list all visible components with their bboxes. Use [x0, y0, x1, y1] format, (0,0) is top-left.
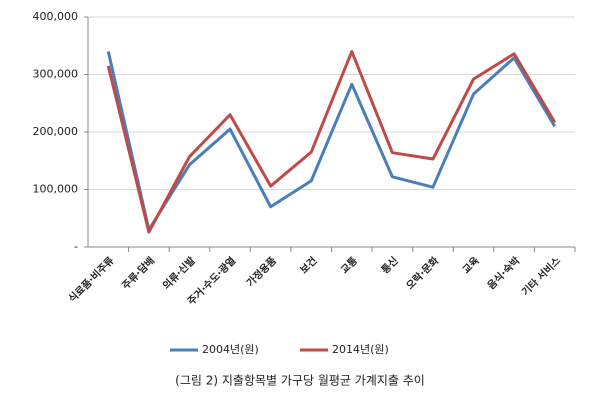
- y-tick-label: 100,000: [33, 183, 79, 196]
- legend-label: 2014년(원): [332, 343, 389, 356]
- x-tick-label: 가정용품: [244, 254, 279, 289]
- x-tick-label: 교육: [460, 255, 482, 277]
- x-tick-label: 오락·문화: [404, 254, 442, 292]
- x-tick-label: 의류·신발: [160, 253, 198, 291]
- y-tick-label: 200,000: [33, 125, 79, 138]
- legend-label: 2004년(원): [202, 343, 259, 356]
- x-tick-label: 통신: [378, 254, 400, 276]
- y-tick-label: -: [74, 240, 78, 253]
- x-tick-label: 음식·숙박: [484, 253, 522, 291]
- line-series: [106, 50, 556, 234]
- x-tick-label: 보건: [297, 254, 319, 276]
- x-tick-label: 교통: [339, 255, 361, 277]
- x-tick-label: 기타 서비스: [519, 254, 563, 298]
- y-tick-label: 400,000: [33, 10, 79, 23]
- chart-caption: (그림 2) 지출항목별 가구당 월평균 가계지출 추이: [175, 374, 425, 388]
- line-series: [106, 51, 556, 232]
- x-tick-label: 주류·담배: [119, 254, 157, 292]
- x-tick-label: 식료품·비주류: [66, 254, 117, 305]
- y-tick-label: 300,000: [33, 68, 79, 81]
